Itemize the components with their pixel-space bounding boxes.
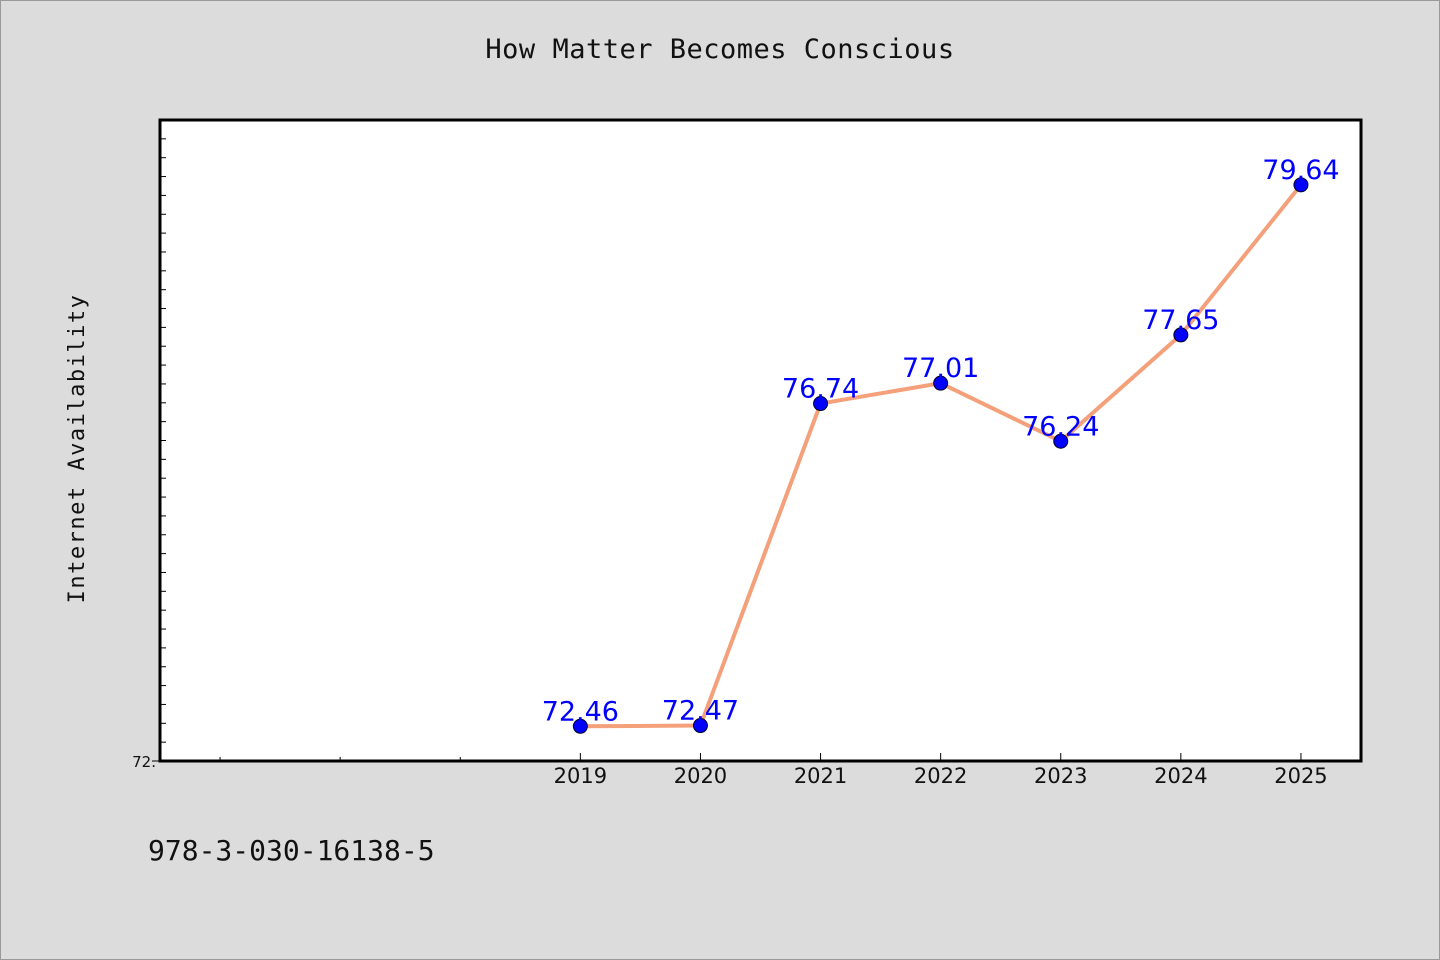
x-tick-label: 2023 <box>1034 764 1087 788</box>
x-tick-label: 2024 <box>1154 764 1207 788</box>
data-label: 77.65 <box>1142 305 1219 336</box>
data-label: 72.47 <box>662 696 739 727</box>
data-point <box>933 375 949 391</box>
y-axis-label: Internet Availability <box>65 294 90 604</box>
data-label: 76.74 <box>782 374 859 405</box>
y-axis-ticks <box>152 119 166 762</box>
x-tick-label: 2021 <box>794 764 847 788</box>
y-tick-label: 72. <box>132 753 156 771</box>
data-label: 72.46 <box>542 696 619 727</box>
chart-title: How Matter Becomes Conscious <box>485 34 955 65</box>
data-point <box>1053 433 1069 449</box>
x-axis-ticks: 2019 2020 2021 2022 2023 2024 2025 <box>219 753 1328 788</box>
x-tick-label: 2025 <box>1274 764 1327 788</box>
data-label: 79.64 <box>1262 155 1339 186</box>
x-tick-label: 2020 <box>674 764 727 788</box>
data-point <box>572 718 588 734</box>
x-tick-label: 2019 <box>554 764 607 788</box>
isbn-text: 978-3-030-16138-5 <box>148 834 435 867</box>
series-layer: 72.46 72.47 76.74 77.01 76.24 77.65 79.64 <box>542 155 1340 734</box>
data-point <box>1173 327 1189 343</box>
data-point <box>813 396 829 412</box>
data-point <box>692 718 708 734</box>
x-tick-label: 2022 <box>914 764 967 788</box>
data-label: 77.01 <box>902 353 979 384</box>
data-label: 76.24 <box>1022 411 1099 442</box>
plot-area <box>158 118 1363 763</box>
data-point <box>1293 177 1309 193</box>
